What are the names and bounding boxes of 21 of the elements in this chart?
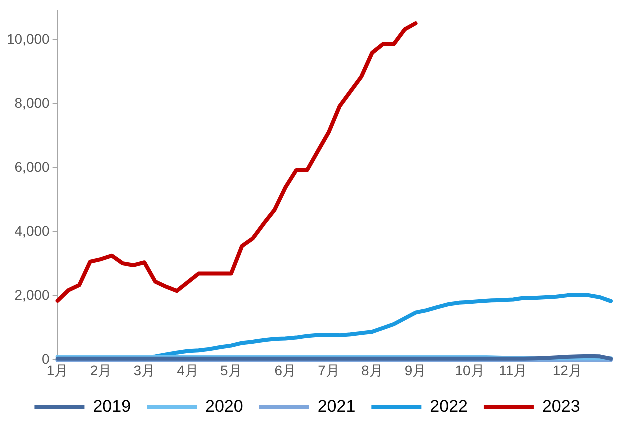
- x-tick-label: 9月: [404, 362, 427, 378]
- y-tick-label: 10,000: [6, 31, 50, 48]
- x-tick-label: 12月: [552, 362, 582, 378]
- y-tick-label: 8,000: [14, 95, 50, 112]
- legend-label: 2020: [206, 397, 244, 416]
- x-tick-label: 11月: [499, 362, 528, 378]
- x-tick-label: 7月: [318, 362, 340, 378]
- x-tick-label: 2月: [90, 362, 112, 378]
- legend-label: 2022: [430, 397, 468, 416]
- x-tick-label: 3月: [134, 362, 156, 378]
- x-tick-label: 8月: [361, 362, 384, 378]
- legend-label: 2023: [542, 397, 580, 416]
- y-tick-label: 2,000: [14, 287, 50, 304]
- x-tick-label: 5月: [220, 362, 242, 378]
- y-tick-label: 6,000: [14, 159, 50, 176]
- y-tick-label: 4,000: [14, 223, 50, 240]
- legend-label: 2021: [318, 397, 356, 416]
- x-tick-label: 6月: [274, 362, 296, 378]
- legend-label: 2019: [93, 397, 132, 416]
- x-tick-label: 10月: [455, 362, 485, 378]
- x-tick-label: 4月: [177, 362, 199, 378]
